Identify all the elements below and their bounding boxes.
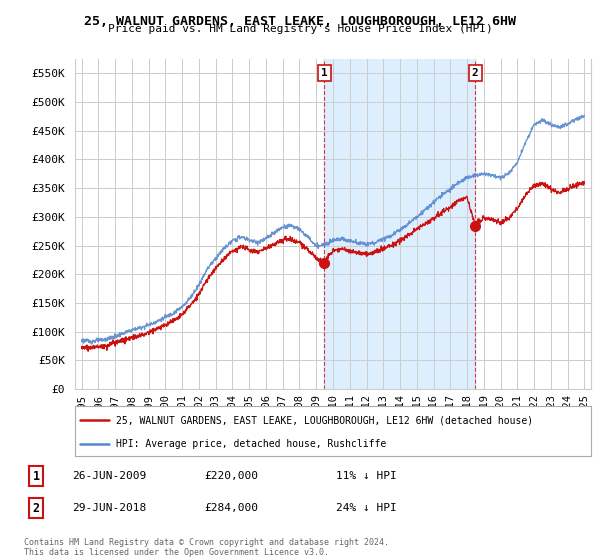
- Text: Contains HM Land Registry data © Crown copyright and database right 2024.
This d: Contains HM Land Registry data © Crown c…: [24, 538, 389, 557]
- Text: 26-JUN-2009: 26-JUN-2009: [72, 471, 146, 481]
- Text: 25, WALNUT GARDENS, EAST LEAKE, LOUGHBOROUGH, LE12 6HW: 25, WALNUT GARDENS, EAST LEAKE, LOUGHBOR…: [84, 15, 516, 27]
- Text: 1: 1: [321, 68, 328, 78]
- Text: HPI: Average price, detached house, Rushcliffe: HPI: Average price, detached house, Rush…: [116, 439, 386, 449]
- Bar: [325, 59, 475, 389]
- Text: 2: 2: [472, 68, 479, 78]
- Text: Price paid vs. HM Land Registry's House Price Index (HPI): Price paid vs. HM Land Registry's House …: [107, 24, 493, 34]
- Text: 1: 1: [32, 470, 40, 483]
- Text: 11% ↓ HPI: 11% ↓ HPI: [336, 471, 397, 481]
- Text: 29-JUN-2018: 29-JUN-2018: [72, 503, 146, 514]
- Text: 2: 2: [32, 502, 40, 515]
- Text: 24% ↓ HPI: 24% ↓ HPI: [336, 503, 397, 514]
- Text: 25, WALNUT GARDENS, EAST LEAKE, LOUGHBOROUGH, LE12 6HW (detached house): 25, WALNUT GARDENS, EAST LEAKE, LOUGHBOR…: [116, 415, 533, 425]
- Text: £220,000: £220,000: [204, 471, 258, 481]
- Text: £284,000: £284,000: [204, 503, 258, 514]
